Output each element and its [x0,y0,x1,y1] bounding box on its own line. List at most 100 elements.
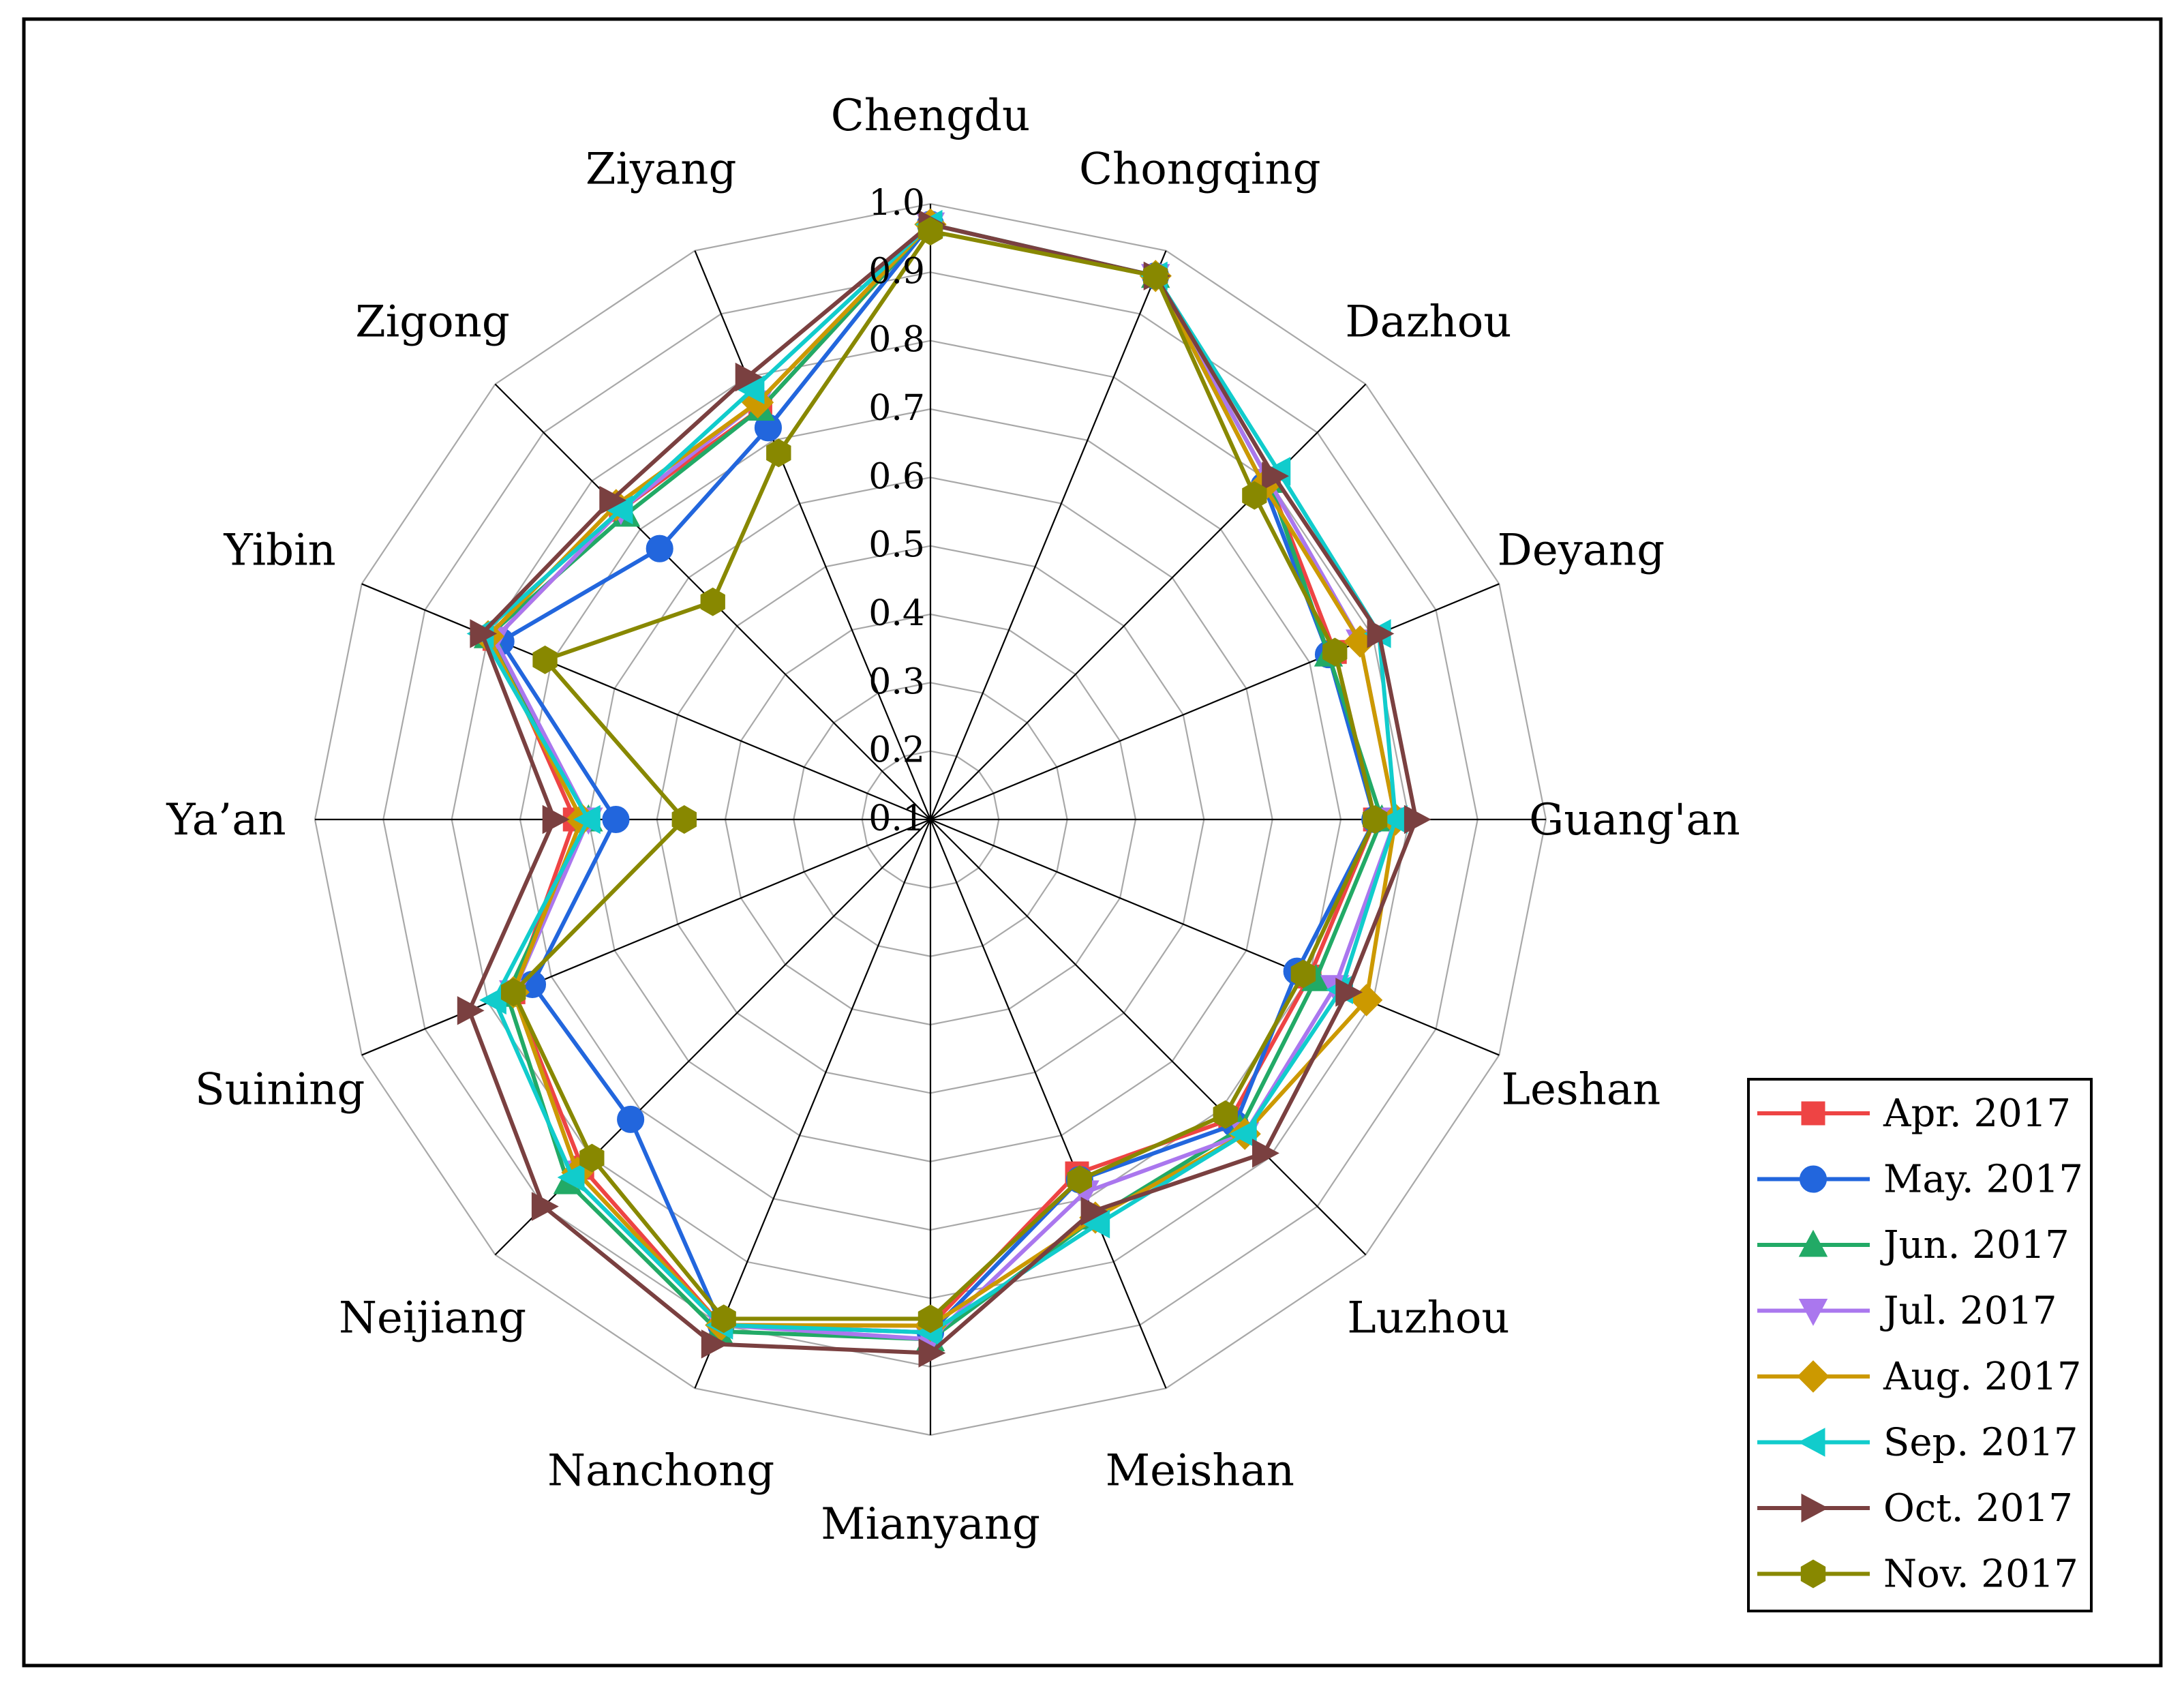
tick-label: 0.3 [868,661,925,702]
data-point-oct-2017-deyang [1367,619,1395,648]
axis-spoke-luzhou [930,819,1367,1256]
tick-label: 0.1 [868,798,925,839]
legend-label: Sep. 2017 [1883,1421,2078,1465]
data-point-may-2017-zigong [646,535,673,562]
series-layer [457,208,1431,1368]
tick-label: 1.0 [868,183,925,224]
tick-label: 0.8 [868,320,925,361]
legend-item-nov-2017: Nov. 2017 [1757,1552,2078,1597]
category-label-zigong: Zigong [355,297,510,348]
category-label-dazhou: Dazhou [1345,297,1511,348]
legend-label: Nov. 2017 [1883,1552,2078,1597]
tick-label: 0.7 [868,388,925,429]
data-point-sep-2017-ya-an [573,804,601,834]
data-point-nov-2017-neijiang [579,1143,605,1173]
tick-label: 0.9 [868,251,925,292]
data-point-oct-2017-nanchong [701,1329,729,1359]
data-point-oct-2017-neijiang [531,1192,559,1221]
data-point-oct-2017-luzhou [1252,1139,1279,1168]
category-label-ziyang: Ziyang [586,145,736,195]
data-point-oct-2017-zigong [599,485,627,515]
legend-label: May. 2017 [1883,1158,2083,1202]
legend-marker [1801,1493,1829,1523]
tick-label: 0.4 [868,593,925,634]
legend-item-sep-2017: Sep. 2017 [1757,1421,2078,1465]
axis-spoke-dazhou [930,383,1367,820]
data-point-nov-2017-deyang [1322,637,1348,667]
legend-marker [1799,1165,1827,1193]
data-point-nov-2017-meishan [1067,1165,1092,1194]
legend-label: Oct. 2017 [1883,1486,2073,1531]
category-label-meishan: Meishan [1106,1445,1294,1496]
category-label-yibin: Yibin [224,526,336,576]
data-point-nov-2017-chengdu [917,217,943,246]
category-label-ya-an: Ya’an [166,795,286,845]
category-label-mianyang: Mianyang [821,1499,1040,1550]
data-point-oct-2017-dazhou [1262,462,1290,491]
legend-item-jun-2017: Jun. 2017 [1757,1223,2069,1267]
data-point-nov-2017-guang-an [1363,805,1388,834]
data-point-may-2017-neijiang [617,1105,645,1133]
data-point-nov-2017-ziyang [766,438,791,468]
legend-item-may-2017: May. 2017 [1757,1158,2083,1202]
legend-label: Aug. 2017 [1883,1355,2081,1399]
data-point-oct-2017-ya-an [542,804,570,834]
category-label-chongqing: Chongqing [1079,145,1321,195]
axis-spoke-nanchong [694,819,932,1389]
tick-label: 0.2 [868,730,925,771]
data-point-oct-2017-yibin [470,619,498,648]
axis-spoke-chongqing [929,250,1167,820]
category-label-chengdu: Chengdu [831,91,1030,141]
axis-spoke-suining [361,818,931,1056]
legend-label: Apr. 2017 [1883,1092,2071,1136]
data-point-nov-2017-luzhou [1213,1100,1238,1129]
data-point-oct-2017-guang-an [1404,804,1431,834]
data-point-oct-2017-suining [457,996,485,1025]
axis-spoke-deyang [930,583,1500,821]
legend-marker [1798,1428,1825,1457]
legend: Apr. 2017 May. 2017 Jun. 2017 Jul. 2017 Aug.… [1747,1078,2093,1612]
legend-marker [1798,1299,1828,1326]
data-point-nov-2017-yibin [532,645,558,674]
data-point-nov-2017-zigong [700,587,725,616]
legend-item-oct-2017: Oct. 2017 [1757,1486,2073,1531]
tick-label: 0.6 [868,456,925,497]
legend-item-jul-2017: Jul. 2017 [1757,1289,2057,1334]
data-point-nov-2017-ya-an [671,805,697,834]
radar-grid [314,202,1547,1436]
axis-spoke-ziyang [694,250,932,820]
data-point-sep-2017-neijiang [557,1162,585,1192]
data-point-oct-2017-ziyang [735,362,763,392]
legend-marker [1801,1101,1825,1126]
data-point-nov-2017-nanchong [711,1304,736,1334]
category-label-neijiang: Neijiang [339,1293,526,1343]
legend-label: Jul. 2017 [1880,1289,2057,1334]
category-label-suining: Suining [195,1064,365,1115]
data-point-sep-2017-luzhou [1229,1119,1257,1149]
series-nov-2017 [501,217,1388,1334]
axis-spoke-yibin [361,583,931,821]
legend-label: Jun. 2017 [1880,1223,2069,1267]
legend-marker [1797,1360,1830,1393]
category-label-leshan: Leshan [1501,1064,1660,1115]
tick-labels: 0.1 0.2 0.3 0.4 0.5 0.6 0.7 0.8 0.9 1.0 [868,183,925,839]
data-point-oct-2017-meishan [1080,1196,1108,1226]
axis-spoke-leshan [930,818,1500,1056]
data-point-oct-2017-leshan [1335,978,1363,1007]
category-label-deyang: Deyang [1498,526,1665,576]
legend-marker [1800,1559,1826,1589]
category-label-luzhou: Luzhou [1347,1293,1509,1343]
data-point-nov-2017-mianyang [917,1304,943,1334]
data-point-may-2017-ya-an [602,805,630,834]
axis-spoke-meishan [929,819,1167,1389]
legend-marker [1798,1229,1828,1257]
category-label-nanchong: Nanchong [547,1445,774,1496]
legend-item-apr-2017: Apr. 2017 [1757,1092,2071,1136]
legend-item-aug-2017: Aug. 2017 [1757,1355,2081,1399]
tick-label: 0.5 [868,525,925,566]
data-point-nov-2017-suining [501,978,526,1007]
data-point-nov-2017-chongqing [1143,261,1168,290]
data-point-nov-2017-leshan [1290,959,1316,989]
